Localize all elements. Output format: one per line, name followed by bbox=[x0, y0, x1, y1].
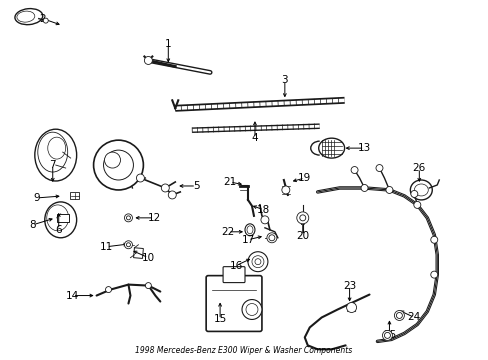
Circle shape bbox=[350, 167, 357, 174]
Circle shape bbox=[136, 174, 144, 182]
Circle shape bbox=[124, 214, 132, 222]
Circle shape bbox=[247, 252, 267, 272]
Circle shape bbox=[144, 57, 152, 64]
Circle shape bbox=[382, 330, 392, 340]
Text: 5: 5 bbox=[192, 181, 199, 191]
Circle shape bbox=[245, 303, 258, 315]
Text: 23: 23 bbox=[342, 280, 355, 291]
Ellipse shape bbox=[47, 205, 68, 231]
Text: 17: 17 bbox=[241, 235, 254, 245]
Circle shape bbox=[394, 310, 404, 320]
Text: 3: 3 bbox=[281, 75, 287, 85]
Circle shape bbox=[93, 140, 143, 190]
FancyBboxPatch shape bbox=[206, 276, 262, 332]
Circle shape bbox=[242, 300, 262, 319]
Text: 11: 11 bbox=[100, 242, 113, 252]
Ellipse shape bbox=[45, 202, 77, 238]
Bar bbox=[57, 214, 68, 222]
Circle shape bbox=[261, 216, 268, 224]
Text: 1998 Mercedes-Benz E300 Wiper & Washer Components: 1998 Mercedes-Benz E300 Wiper & Washer C… bbox=[135, 346, 352, 355]
Text: 13: 13 bbox=[357, 143, 370, 153]
Bar bbox=[133, 248, 143, 258]
Circle shape bbox=[296, 212, 308, 224]
Circle shape bbox=[43, 18, 48, 23]
Ellipse shape bbox=[409, 180, 431, 200]
Circle shape bbox=[254, 259, 261, 265]
Ellipse shape bbox=[413, 184, 427, 196]
Circle shape bbox=[299, 215, 305, 221]
Circle shape bbox=[268, 235, 274, 241]
Ellipse shape bbox=[244, 224, 254, 236]
Circle shape bbox=[413, 201, 420, 208]
Circle shape bbox=[360, 184, 367, 192]
Circle shape bbox=[410, 190, 417, 197]
Circle shape bbox=[430, 236, 437, 243]
Ellipse shape bbox=[48, 137, 65, 159]
Circle shape bbox=[281, 186, 289, 194]
Text: 14: 14 bbox=[66, 291, 79, 301]
Circle shape bbox=[168, 191, 176, 199]
Circle shape bbox=[161, 184, 169, 192]
Circle shape bbox=[104, 152, 120, 168]
Text: 18: 18 bbox=[257, 205, 270, 215]
Text: 9: 9 bbox=[33, 193, 40, 203]
Ellipse shape bbox=[38, 132, 67, 172]
Ellipse shape bbox=[15, 9, 42, 25]
FancyBboxPatch shape bbox=[223, 267, 244, 283]
Circle shape bbox=[396, 312, 402, 319]
Text: 1: 1 bbox=[164, 39, 171, 49]
Circle shape bbox=[266, 233, 276, 243]
Text: 12: 12 bbox=[147, 213, 161, 223]
Circle shape bbox=[346, 302, 356, 312]
Circle shape bbox=[126, 243, 130, 247]
Text: 26: 26 bbox=[412, 163, 425, 173]
Bar bbox=[70, 193, 79, 199]
Text: 25: 25 bbox=[382, 330, 395, 341]
Circle shape bbox=[251, 256, 264, 268]
Text: 16: 16 bbox=[229, 261, 242, 271]
Circle shape bbox=[103, 150, 133, 180]
Text: 6: 6 bbox=[55, 225, 62, 235]
Ellipse shape bbox=[17, 11, 35, 22]
Text: 7: 7 bbox=[49, 160, 56, 170]
Ellipse shape bbox=[246, 226, 252, 234]
Text: 4: 4 bbox=[251, 133, 258, 143]
Circle shape bbox=[126, 216, 130, 220]
Text: 10: 10 bbox=[142, 253, 155, 263]
Text: 24: 24 bbox=[407, 312, 420, 323]
Text: 15: 15 bbox=[213, 314, 226, 324]
Text: 22: 22 bbox=[221, 227, 234, 237]
Circle shape bbox=[384, 332, 389, 338]
Circle shape bbox=[105, 287, 111, 293]
Text: 8: 8 bbox=[29, 220, 36, 230]
Circle shape bbox=[430, 271, 437, 278]
Circle shape bbox=[145, 283, 151, 289]
Text: 20: 20 bbox=[296, 231, 309, 241]
Ellipse shape bbox=[318, 138, 344, 158]
Circle shape bbox=[375, 165, 382, 171]
Text: 21: 21 bbox=[223, 177, 236, 187]
Circle shape bbox=[385, 186, 392, 193]
Text: 2: 2 bbox=[40, 14, 46, 24]
Ellipse shape bbox=[35, 129, 77, 181]
Circle shape bbox=[124, 241, 132, 249]
Text: 19: 19 bbox=[298, 173, 311, 183]
